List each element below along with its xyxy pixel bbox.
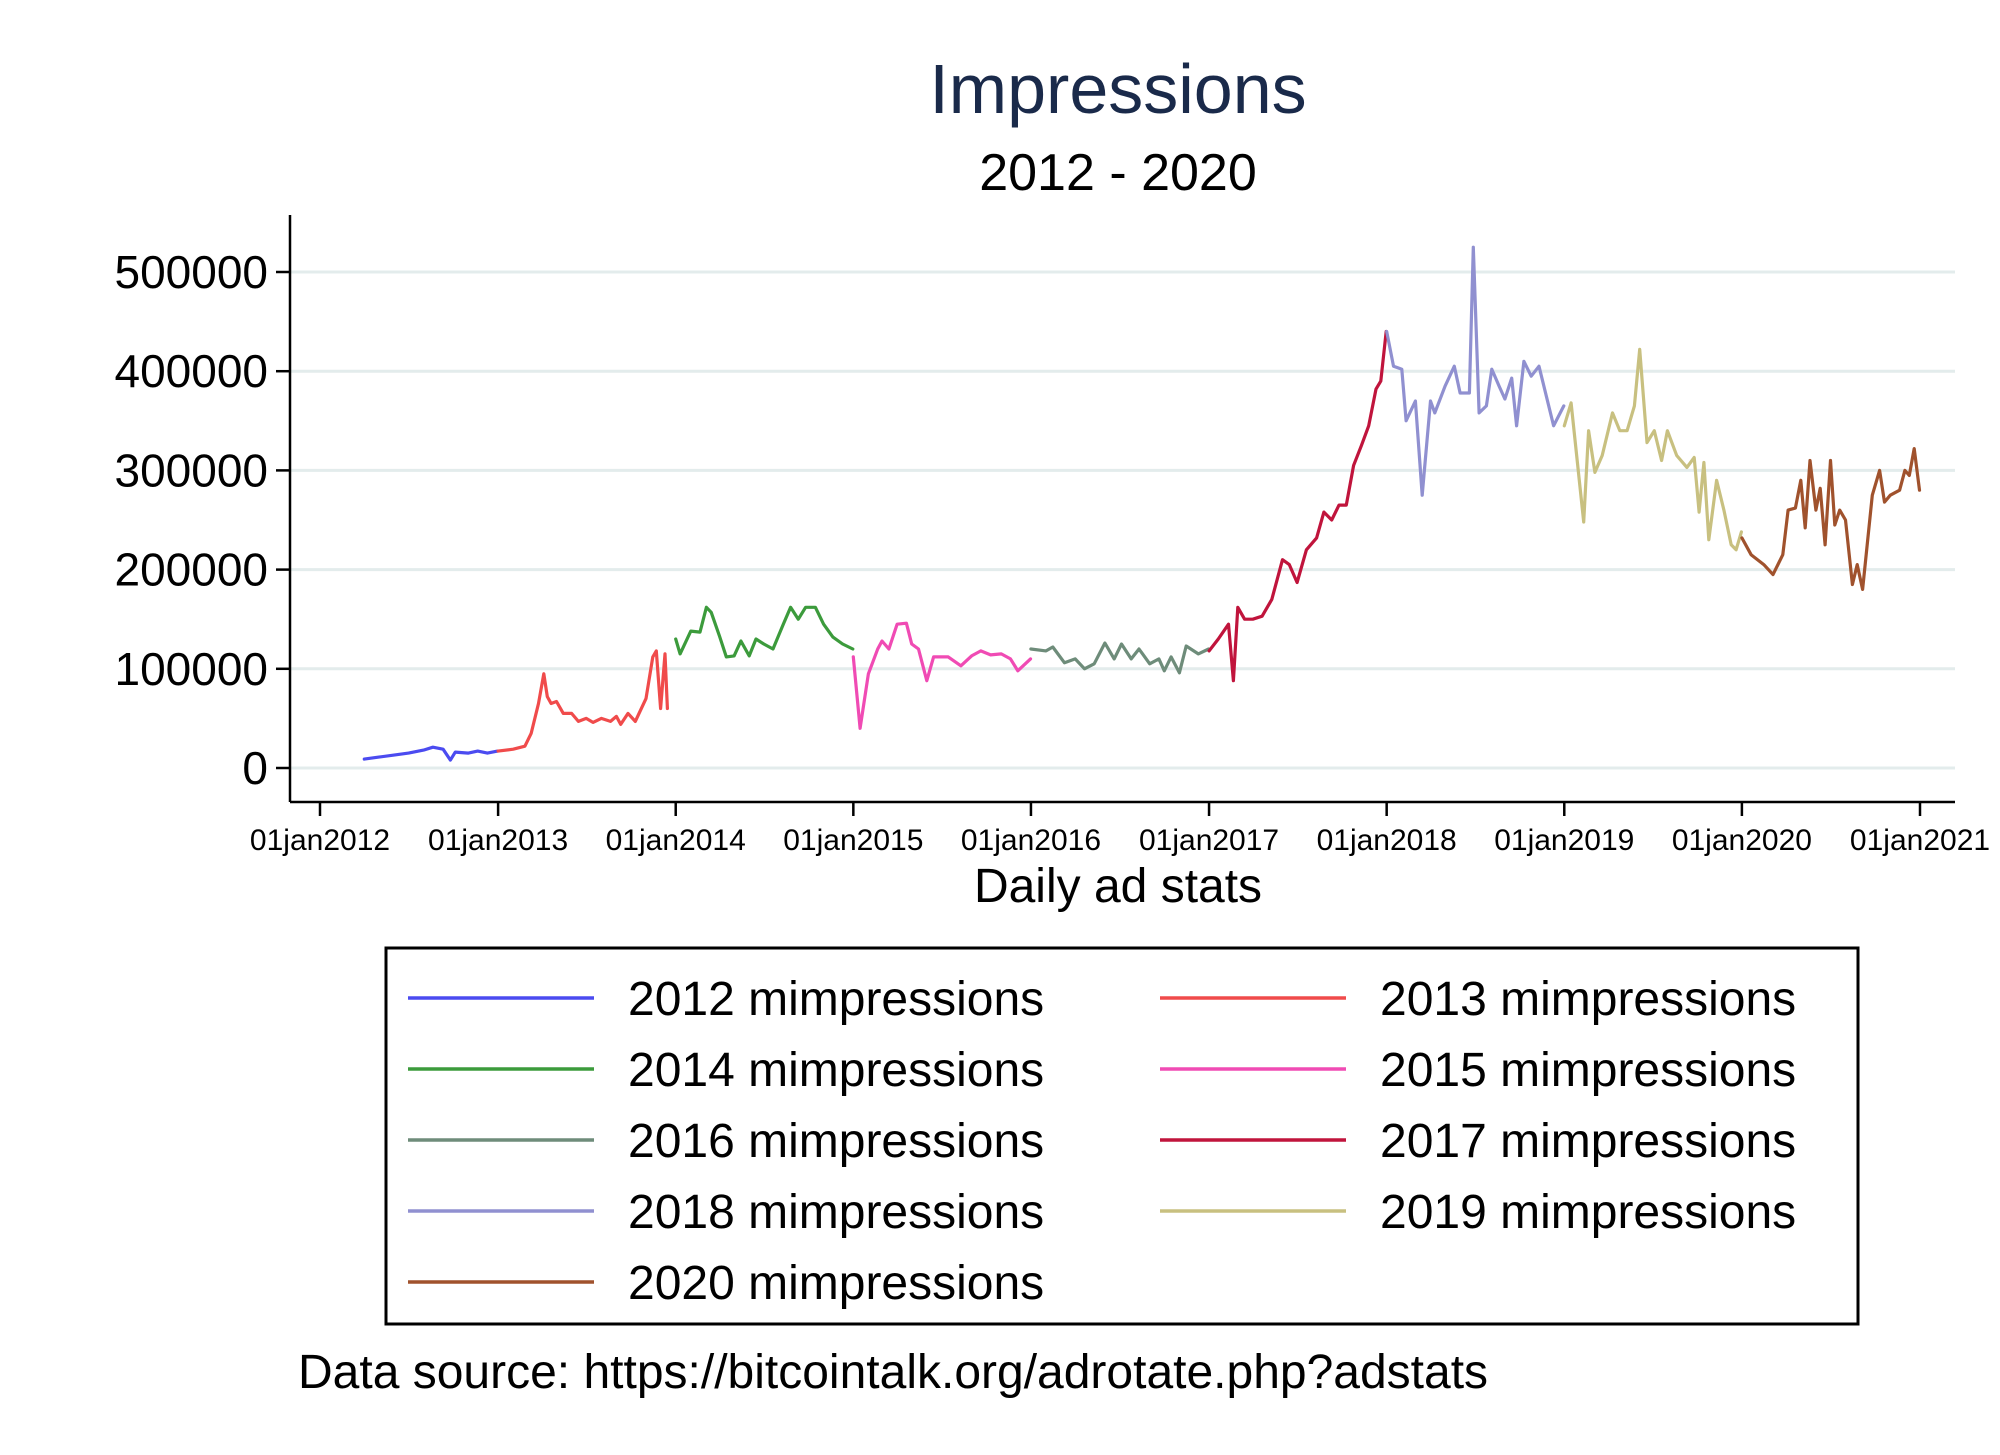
legend-label-2018: 2018 mimpressions <box>628 1186 1044 1239</box>
x-tick-label: 01jan2020 <box>1672 824 1812 857</box>
legend-label-2014: 2014 mimpressions <box>628 1044 1044 1097</box>
y-axis-ticks: 0 100000 200000 300000 400000 500000 <box>115 246 290 794</box>
legend: 2012 mimpressions 2013 mimpressions 2014 m… <box>408 973 1796 1310</box>
y-tick-label: 0 <box>242 742 268 794</box>
legend-label-2019: 2019 mimpressions <box>1380 1186 1796 1239</box>
series-line-2012 <box>362 745 500 762</box>
x-tick-label: 01jan2013 <box>428 824 568 857</box>
series-line-2017 <box>1207 329 1388 683</box>
chart-subtitle: 2012 - 2020 <box>979 144 1257 202</box>
series-line-2019 <box>1562 347 1744 552</box>
legend-label-2013: 2013 mimpressions <box>1380 973 1796 1026</box>
series-line-2018 <box>1385 245 1566 497</box>
axes <box>288 215 1955 804</box>
x-tick-label: 01jan2014 <box>606 824 746 857</box>
series-line-2014 <box>674 605 855 659</box>
legend-box <box>384 946 1860 1326</box>
x-tick-label: 01jan2017 <box>1139 824 1279 857</box>
plot-lines <box>362 245 1922 762</box>
x-axis-ticks: 01jan2012 01jan2013 01jan2014 01jan2015 01ja… <box>250 802 1990 857</box>
y-tick-label: 300000 <box>115 444 269 496</box>
chart-title: Impressions <box>929 50 1306 128</box>
gridlines <box>290 270 1955 770</box>
source-note: Data source: https://bitcointalk.org/adr… <box>298 1346 1488 1399</box>
legend-label-2017: 2017 mimpressions <box>1380 1115 1796 1168</box>
y-tick-label: 400000 <box>115 345 269 397</box>
x-tick-label: 01jan2016 <box>961 824 1101 857</box>
series-line-2015 <box>851 621 1033 730</box>
legend-label-2015: 2015 mimpressions <box>1380 1044 1796 1097</box>
series-line-2020 <box>1740 447 1922 592</box>
y-tick-label: 200000 <box>115 544 269 596</box>
series-line-2016 <box>1029 641 1211 675</box>
y-tick-label: 100000 <box>115 643 269 695</box>
x-axis-label: Daily ad stats <box>974 860 1262 913</box>
legend-label-2020: 2020 mimpressions <box>628 1257 1044 1310</box>
series-line-2013 <box>496 649 670 753</box>
legend-label-2012: 2012 mimpressions <box>628 973 1044 1026</box>
x-tick-label: 01jan2012 <box>250 824 390 857</box>
x-tick-label: 01jan2018 <box>1317 824 1457 857</box>
x-tick-label: 01jan2019 <box>1494 824 1634 857</box>
x-tick-label: 01jan2015 <box>783 824 923 857</box>
x-tick-label: 01jan2021 <box>1850 824 1990 857</box>
y-tick-label: 500000 <box>115 246 269 298</box>
legend-label-2016: 2016 mimpressions <box>628 1115 1044 1168</box>
